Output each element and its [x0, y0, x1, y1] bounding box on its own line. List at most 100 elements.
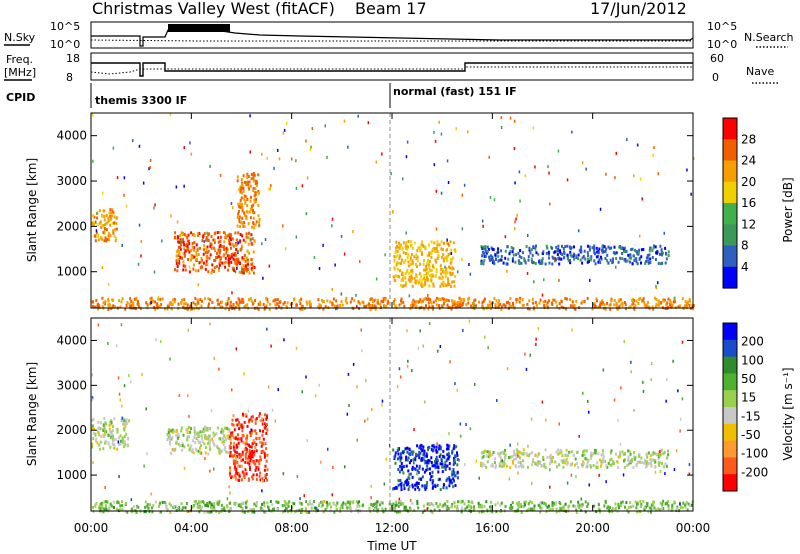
feature-velocity-0 [91, 417, 131, 451]
cpid-mode-2: normal (fast) 151 IF [393, 85, 517, 98]
nsearch-label: N.Search [744, 31, 794, 44]
freq-label: Freq. [6, 53, 33, 66]
nsky-panel: N.Sky 10^5 10^0 10^5 10^0 N.Search [4, 20, 794, 51]
colorbar-tick-label: 50 [741, 372, 756, 386]
colorbar-tick-label: 15 [741, 391, 756, 405]
x-tick-label: 00:00 [74, 521, 109, 535]
freq-panel: Freq. [MHz] 18 8 60 0 Nave [4, 52, 778, 84]
x-tick-label: 00:00 [676, 521, 711, 535]
x-axis: 00:00 04:00 08:00 12:00 16:00 20:00 00:00 [74, 113, 711, 535]
freq-tick-bottom: 8 [66, 71, 73, 84]
colorbar-swatch [723, 323, 737, 341]
x-tick-label: 04:00 [174, 521, 209, 535]
colorbar-tick-label: -100 [741, 447, 768, 461]
freq-unit: [MHz] [4, 66, 36, 79]
y-tick-label: 2000 [56, 423, 87, 437]
y-tick-label: 3000 [56, 378, 87, 392]
x-tick-label: 08:00 [274, 521, 309, 535]
feature-power-2 [236, 172, 261, 230]
colorbar-swatch [723, 390, 737, 408]
power-data [91, 113, 695, 311]
colorbar-tick-label: 28 [741, 132, 756, 146]
colorbar-swatch [723, 266, 737, 289]
y-tick-label: 4000 [56, 333, 87, 347]
velocity-ylabel: Slant Range [km] [25, 362, 39, 466]
freq-tick-top: 18 [66, 52, 80, 65]
colorbar-tick-label: 4 [741, 260, 749, 274]
y-tick-label: 1000 [56, 468, 87, 482]
nave-tick-bottom: 0 [712, 71, 719, 84]
colorbar-swatch [723, 423, 737, 442]
colorbar-swatch [723, 203, 737, 225]
nsky-tick-right-top: 10^5 [707, 20, 737, 33]
colorbar-swatch [723, 440, 737, 458]
velocity-colorbar: 200 100 50 15 -15 -50 -100 -200 [722, 322, 768, 492]
feature-power-0 [173, 231, 256, 275]
colorbar-swatch [723, 407, 737, 425]
power-colorbar-label: Power [dB] [781, 177, 795, 242]
colorbar-tick-label: 20 [741, 175, 756, 189]
colorbar-swatch [723, 373, 737, 391]
feature-power-3 [392, 240, 457, 289]
cpid-mode-1: themis 3300 IF [95, 94, 187, 107]
colorbar-tick-label: 24 [741, 154, 756, 168]
nave-label: Nave [746, 65, 774, 78]
nsearch-trace [90, 39, 693, 42]
cpid-panel: CPID themis 3300 IF normal (fast) 151 IF [6, 83, 517, 108]
power-y-axis: 1000 2000 3000 4000 [56, 129, 693, 279]
nsky-label: N.Sky [4, 31, 36, 44]
velocity-colorbar-label: Velocity [m s⁻¹] [781, 367, 795, 460]
feature-velocity-2 [229, 412, 269, 483]
nsky-tick-right-bottom: 10^0 [707, 38, 737, 51]
colorbar-swatch [723, 160, 737, 183]
feature-velocity-4 [480, 448, 670, 470]
nsky-tick-bottom: 10^0 [50, 38, 80, 51]
feature-power-4 [480, 244, 670, 266]
colorbar-tick-label: 8 [741, 239, 749, 253]
colorbar-tick-label: -15 [741, 409, 761, 423]
scatter-echoes [91, 113, 695, 311]
nsky-burst [168, 24, 230, 32]
x-tick-label: 20:00 [575, 521, 610, 535]
colorbar-swatch [723, 339, 737, 358]
x-tick-label: 12:00 [375, 521, 410, 535]
colorbar-tick-label: -50 [741, 428, 761, 442]
y-tick-label: 2000 [56, 219, 87, 233]
cpid-label: CPID [6, 91, 35, 104]
colorbar-frame [722, 322, 738, 492]
colorbar-swatch [723, 139, 737, 162]
colorbar-swatch [723, 474, 737, 492]
scatter-echoes [91, 319, 691, 513]
y-tick-label: 4000 [56, 129, 87, 143]
colorbar-tick-label: 12 [741, 217, 756, 231]
colorbar-swatch [723, 245, 737, 268]
colorbar-swatch [723, 224, 737, 247]
colorbar-swatch [723, 181, 737, 204]
x-tick-label: 16:00 [475, 521, 510, 535]
beam-label: Beam 17 [355, 0, 427, 18]
feature-power-5 [91, 296, 695, 311]
colorbar-swatch [723, 118, 737, 140]
power-panel: 1000 2000 3000 4000 Slant Range [km] [25, 112, 695, 311]
power-ylabel: Slant Range [km] [25, 158, 39, 262]
colorbar-tick-label: 200 [741, 335, 764, 349]
feature-velocity-1 [166, 425, 231, 456]
power-colorbar: 4 8 12 16 20 24 28 [722, 117, 756, 289]
nsky-tick-top: 10^5 [50, 20, 80, 33]
velocity-y-axis: 1000 2000 3000 4000 [56, 333, 693, 482]
colorbar-tick-label: 100 [741, 353, 764, 367]
colorbar-frame [722, 117, 738, 289]
date-label: 17/Jun/2012 [590, 0, 687, 18]
y-tick-label: 1000 [56, 265, 87, 279]
chart-title: Christmas Valley West (fitACF) [92, 0, 335, 18]
colorbar-tick-label: -200 [741, 465, 768, 479]
x-axis-label: Time UT [366, 539, 417, 553]
nave-trace [90, 66, 693, 75]
feature-velocity-3 [392, 443, 459, 492]
colorbar-tick-label: 16 [741, 196, 756, 210]
y-tick-label: 3000 [56, 174, 87, 188]
nave-tick-top: 60 [710, 52, 724, 65]
feature-power-1 [91, 208, 118, 243]
colorbar-swatch [723, 356, 737, 374]
